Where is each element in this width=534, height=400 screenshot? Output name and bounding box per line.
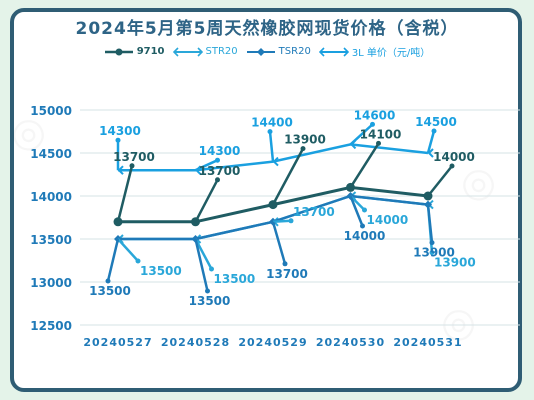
leader-dot-tsr20 [429, 240, 435, 246]
legend-item-tsr20: TSR20 [246, 44, 311, 59]
data-label-9710: 13700 [113, 150, 155, 164]
x-tick-label: 20240528 [161, 336, 230, 349]
leader-line-9710 [427, 165, 453, 197]
data-label-9710: 13700 [199, 164, 241, 178]
data-label-str20: 13500 [140, 264, 182, 278]
leader-line-str20 [272, 219, 292, 224]
legend: 9710 STR20 TSR20 3L 单价（元/吨） [0, 44, 534, 59]
leader-line-3l [349, 123, 374, 146]
leader-dot-tsr20 [205, 288, 210, 294]
leader-line-str20 [117, 238, 139, 262]
leader-line-tsr20 [106, 238, 120, 282]
data-label-3l: 14600 [354, 108, 396, 122]
data-label-3l: 14500 [415, 115, 457, 129]
data-label-9710: 14000 [433, 150, 475, 164]
leader-dot-str20 [288, 218, 294, 224]
leader-dot-str20 [429, 250, 435, 256]
legend-item-str20: STR20 [172, 44, 238, 59]
x-tick-label: 20240530 [316, 336, 385, 349]
y-tick-label: 14500 [30, 147, 72, 161]
leader-dot-9710 [376, 140, 381, 146]
data-label-tsr20: 14000 [344, 229, 386, 243]
legend-swatch-tsr20 [246, 47, 275, 56]
leader-dot-str20 [135, 258, 141, 264]
leader-line-9710 [194, 179, 219, 223]
leader-line-tsr20 [349, 195, 364, 227]
chart-title: 2024年5月第5周天然橡胶网现货价格（含税） [75, 19, 459, 39]
leader-dot-3l [267, 129, 273, 135]
y-tick-label: 15000 [30, 104, 72, 118]
data-point-3l [272, 156, 279, 167]
legend-label-3l: 3L 单价（元/吨） [351, 48, 431, 59]
legend-swatch-str20 [172, 46, 203, 57]
legend-label-tsr20: TSR20 [278, 46, 311, 57]
legend-label-9710: 9710 [136, 46, 165, 57]
data-label-str20: 14000 [367, 213, 409, 227]
x-tick-label: 20240531 [393, 336, 462, 349]
legend-item-3l: 3L 单价（元/吨） [318, 44, 431, 59]
data-label-9710: 14100 [360, 127, 402, 141]
leader-line-9710 [349, 142, 380, 189]
leader-dot-9710 [215, 177, 220, 183]
leader-line-3l [194, 159, 219, 172]
leader-dot-3l [370, 121, 375, 127]
leader-line-3l [426, 130, 436, 154]
data-label-str20: 13500 [214, 272, 256, 286]
leader-dot-3l [431, 128, 437, 134]
data-label-3l: 14400 [251, 116, 293, 130]
data-label-3l: 14300 [99, 124, 141, 138]
chart-card [10, 8, 522, 392]
x-tick-label: 20240527 [83, 336, 152, 349]
y-tick-label: 14000 [30, 190, 72, 204]
leader-line-str20 [194, 238, 213, 270]
leader-dot-3l [115, 137, 121, 143]
data-label-tsr20: 13900 [413, 246, 455, 260]
y-tick-label: 13000 [30, 276, 72, 290]
y-tick-label: 13500 [30, 233, 72, 247]
data-label-3l: 14300 [199, 144, 241, 158]
leader-dot-3l [215, 157, 220, 163]
leader-dot-tsr20 [282, 261, 288, 267]
x-tick-label: 20240529 [238, 336, 307, 349]
leader-line-9710 [271, 148, 305, 206]
leader-line-9710 [116, 165, 134, 223]
leader-dot-str20 [362, 207, 367, 213]
leader-dot-str20 [209, 266, 214, 272]
leader-line-tsr20 [271, 221, 287, 265]
leader-line-3l [268, 131, 275, 162]
leader-line-tsr20 [194, 238, 209, 292]
data-label-tsr20: 13500 [189, 294, 231, 308]
data-label-tsr20: 13700 [266, 267, 308, 281]
legend-label-str20: STR20 [205, 46, 238, 57]
y-tick-label: 12500 [30, 319, 72, 333]
leader-dot-9710 [300, 146, 306, 152]
data-label-tsr20: 13500 [89, 284, 131, 298]
leader-dot-tsr20 [360, 223, 365, 229]
legend-swatch-9710 [104, 48, 133, 55]
leader-dot-9710 [449, 163, 455, 169]
legend-swatch-3l [318, 46, 349, 57]
leader-line-tsr20 [426, 204, 434, 243]
leader-dot-9710 [129, 163, 135, 169]
legend-item-9710: 9710 [104, 44, 165, 59]
leader-dot-tsr20 [105, 278, 111, 284]
data-label-str20: 13900 [434, 256, 476, 270]
data-label-str20: 13700 [293, 205, 335, 219]
leader-line-str20 [349, 195, 366, 211]
data-label-9710: 13900 [284, 133, 326, 147]
